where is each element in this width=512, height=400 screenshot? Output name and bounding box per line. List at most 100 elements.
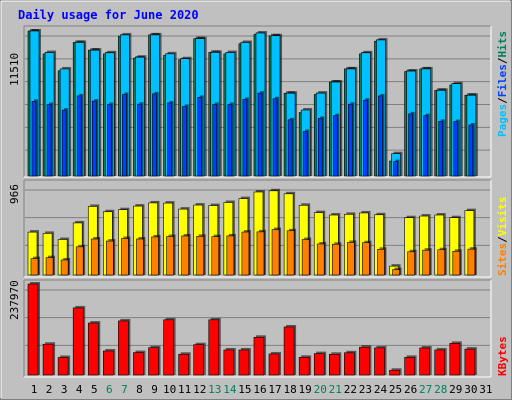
day-label: 7: [121, 383, 128, 396]
files-bar: [61, 109, 67, 177]
day-label: 8: [136, 383, 143, 396]
sites-bar: [347, 242, 355, 276]
files-bar: [182, 106, 187, 177]
kbytes-bar: [103, 350, 114, 376]
kbytes-bar: [298, 356, 310, 376]
files-bar: [287, 119, 293, 177]
files-bar: [363, 99, 368, 177]
files-bar: [393, 161, 398, 177]
legend-pages: Pages: [496, 104, 509, 137]
sites-bar: [467, 248, 476, 276]
kbytes-bar: [208, 319, 220, 376]
files-bar: [137, 103, 142, 177]
sites-bar: [256, 231, 265, 276]
kbytes-bar: [223, 349, 235, 376]
kbytes-bar: [148, 347, 159, 376]
day-label: 23: [359, 383, 372, 396]
sites-bar: [136, 238, 144, 276]
sites-bar: [316, 243, 325, 276]
day-label: 21: [329, 383, 342, 396]
files-bar: [91, 100, 97, 177]
files-bar: [408, 113, 413, 177]
files-bar: [378, 95, 383, 177]
sites-bar: [151, 236, 159, 276]
sites-bar: [181, 235, 189, 276]
kbytes-bar: [389, 369, 400, 376]
files-bar: [453, 121, 459, 177]
kbytes-bar: [87, 322, 99, 376]
sites-bar: [121, 238, 129, 276]
kbytes-max-label: 237970: [8, 280, 21, 320]
sites-bar: [45, 257, 54, 276]
day-label: 28: [434, 383, 447, 396]
sites-bar: [211, 236, 220, 276]
kbytes-bar: [193, 344, 205, 376]
kbytes-bar: [27, 283, 39, 376]
files-bar: [468, 124, 474, 177]
sites-bar: [226, 235, 235, 276]
kbytes-bar: [328, 353, 340, 376]
files-bar: [257, 92, 263, 177]
files-bar: [167, 102, 172, 177]
legend-files: Files: [496, 64, 509, 97]
day-label: 26: [404, 383, 417, 396]
sites-bar: [106, 240, 114, 276]
legend-hits: Hits: [496, 31, 509, 58]
legend-visits: Visits: [496, 197, 509, 237]
day-label: 9: [151, 383, 158, 396]
kbytes-bar: [359, 346, 370, 376]
files-bar: [317, 118, 323, 177]
kbytes-bar: [72, 307, 84, 376]
sites-bar: [75, 246, 84, 276]
day-label: 13: [208, 383, 221, 396]
sites-bar: [392, 269, 400, 276]
day-label: 18: [283, 383, 296, 396]
kbytes-bar: [163, 319, 174, 376]
kbytes-bar: [283, 326, 295, 376]
sites-bar: [60, 259, 69, 276]
sites-bar: [452, 250, 461, 276]
sites-bar: [437, 249, 446, 276]
kbytes-bar: [253, 336, 265, 376]
day-label: 19: [299, 383, 312, 396]
day-label: 16: [253, 383, 266, 396]
files-bar: [438, 121, 444, 177]
sites-bar: [407, 251, 415, 276]
sites-bar: [90, 238, 99, 276]
kbytes-bar: [133, 352, 144, 376]
sites-bar: [422, 249, 430, 276]
files-bar: [227, 104, 233, 177]
kbytes-bar: [464, 348, 476, 376]
sites-bar: [166, 236, 174, 276]
kbytes-bar: [419, 347, 430, 376]
legend-sites: Sites: [496, 243, 509, 276]
files-bar: [332, 115, 338, 177]
sites-bar: [271, 229, 280, 276]
kbytes-bar: [57, 357, 69, 376]
sites-bar: [377, 249, 385, 276]
kbytes-bar: [42, 343, 54, 376]
day-label: 27: [419, 383, 432, 396]
day-label: 15: [238, 383, 251, 396]
kbytes-bar: [118, 320, 129, 376]
files-bar: [152, 93, 157, 177]
day-label: 10: [163, 383, 176, 396]
sites-bar: [286, 230, 295, 276]
files-bar: [76, 95, 82, 177]
day-label: 2: [46, 383, 53, 396]
day-label: 5: [91, 383, 98, 396]
chart-title: Daily usage for June 2020: [18, 8, 199, 22]
day-label: 29: [449, 383, 462, 396]
day-label: 31: [479, 383, 492, 396]
files-bar: [31, 100, 37, 177]
sites-bar: [241, 231, 250, 276]
files-bar: [122, 94, 127, 177]
day-label: 30: [464, 383, 477, 396]
kbytes-bar: [449, 343, 461, 376]
day-label: 11: [178, 383, 191, 396]
legend-kbytes: KBytes: [496, 336, 509, 376]
kbytes-bar: [344, 352, 355, 376]
files-bar: [46, 104, 52, 177]
day-label: 22: [344, 383, 357, 396]
hits-max-label: 11510: [8, 53, 21, 86]
